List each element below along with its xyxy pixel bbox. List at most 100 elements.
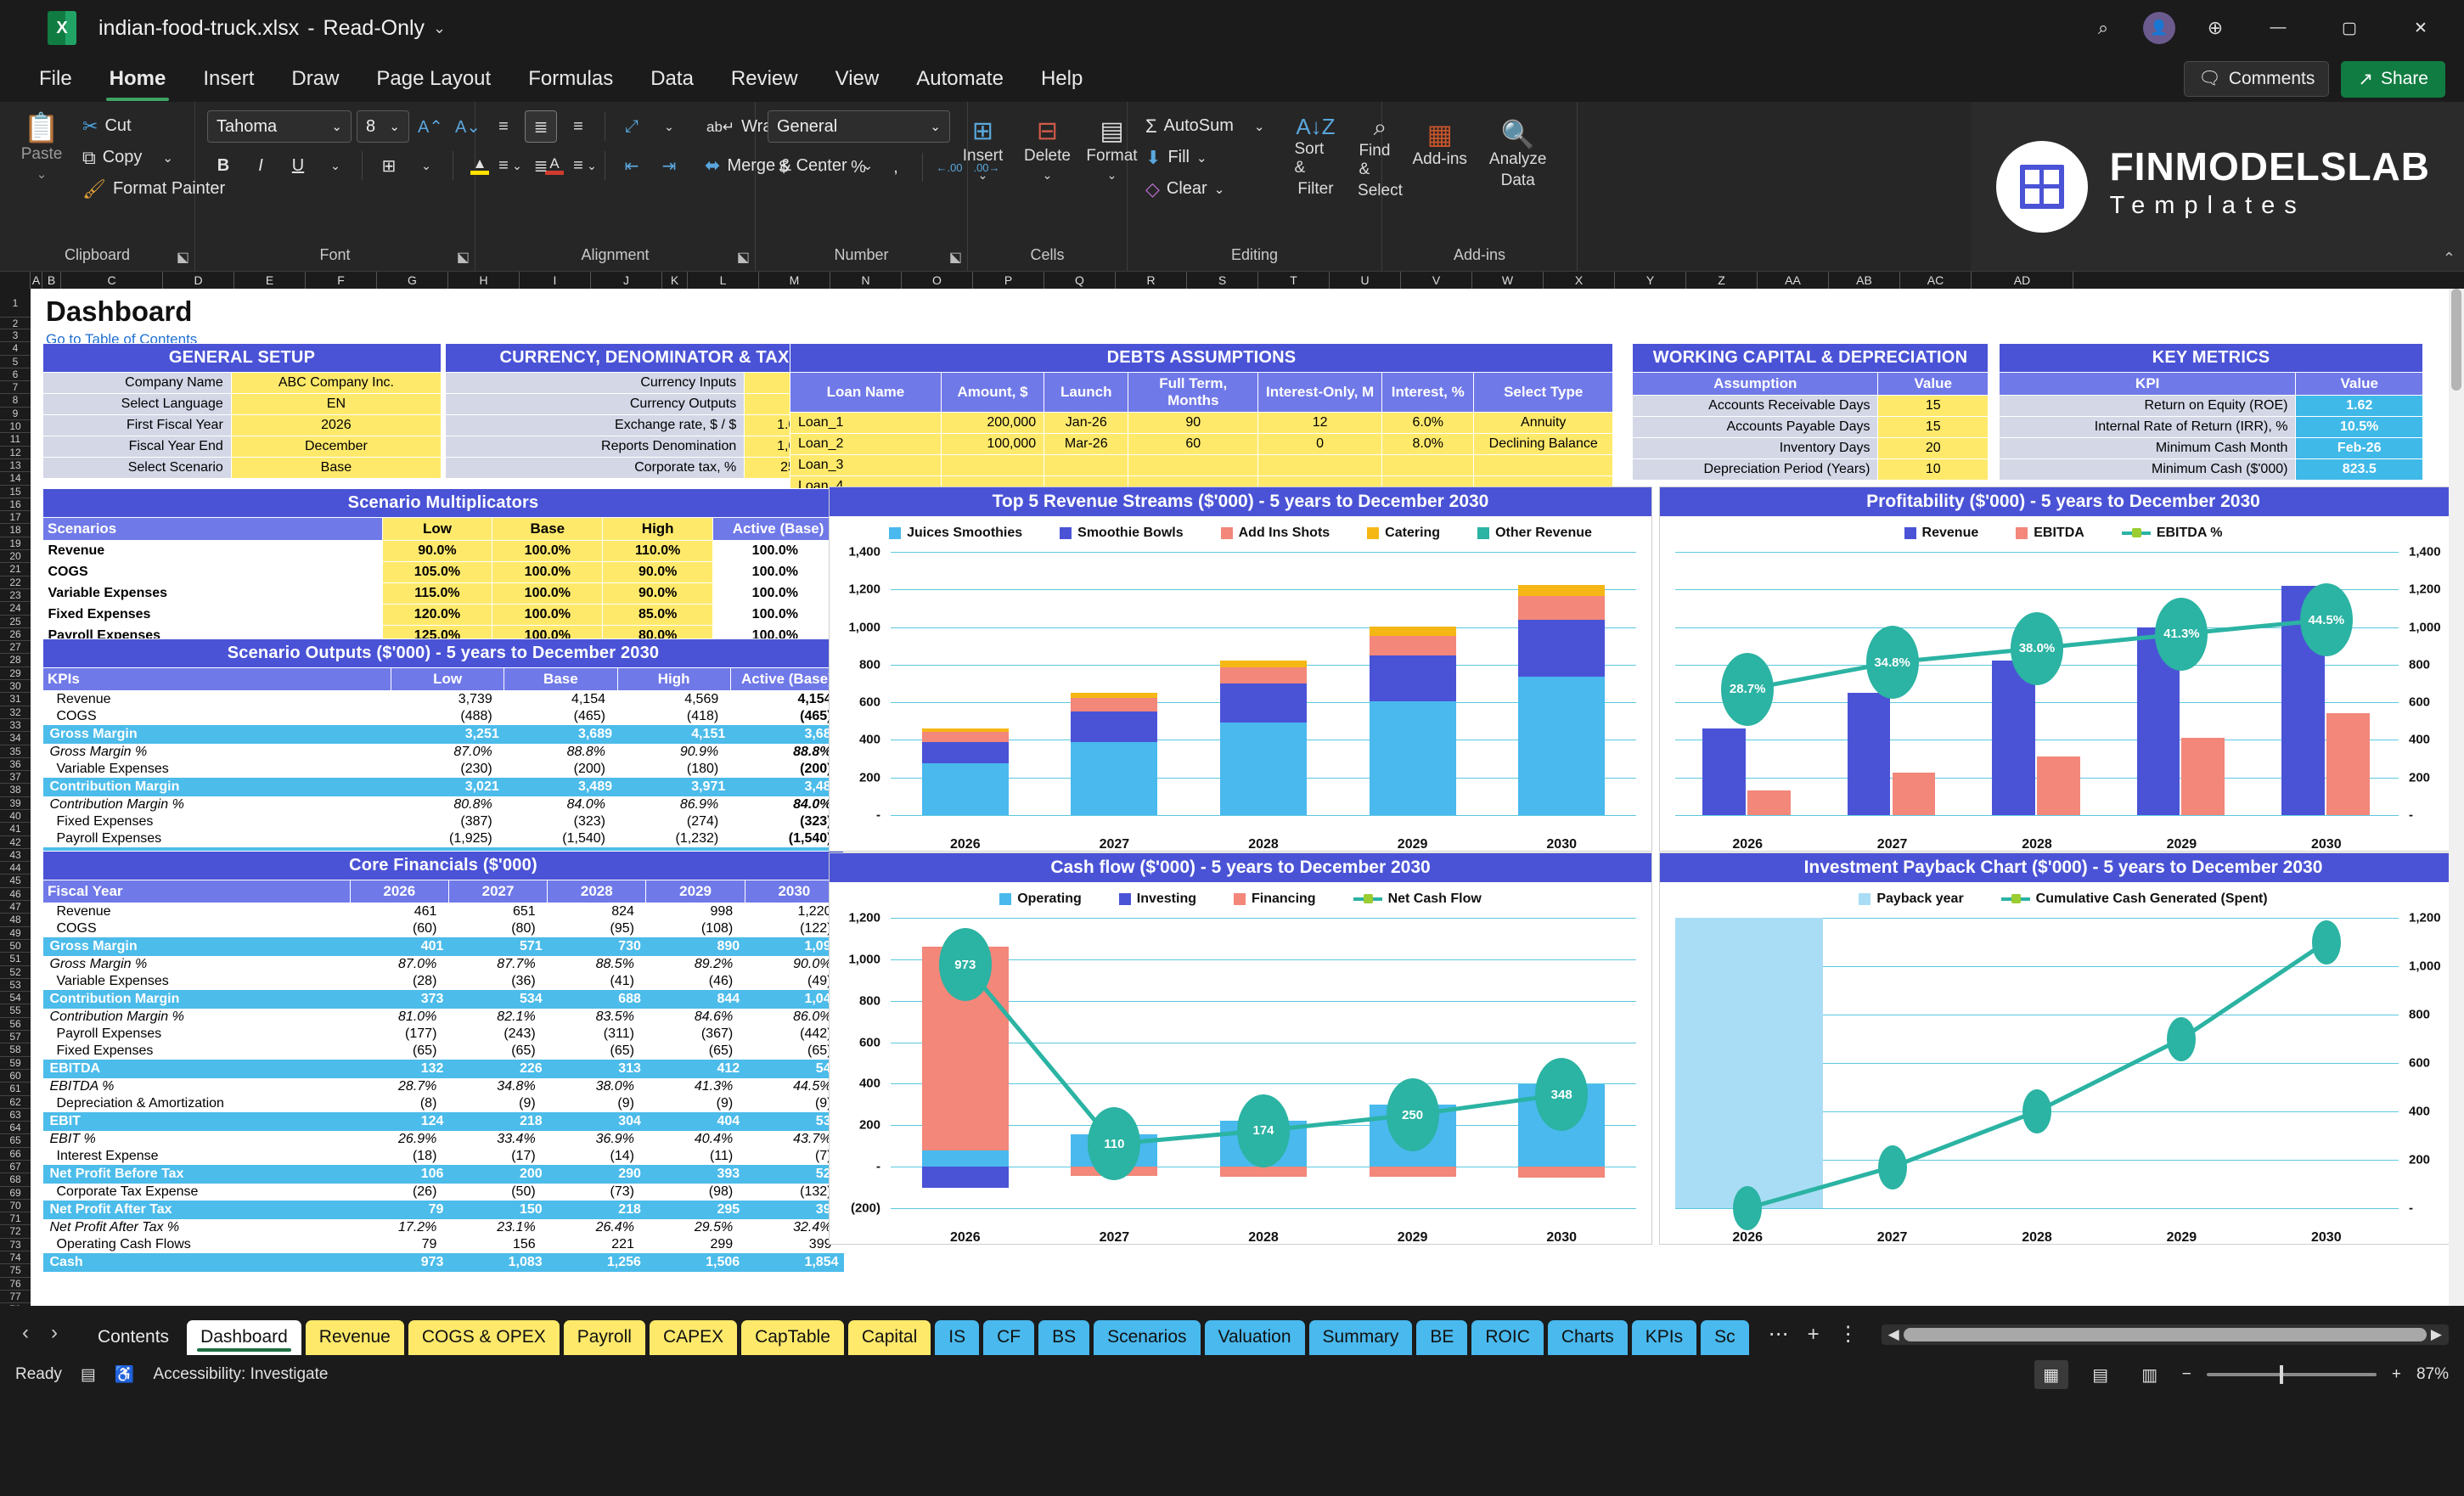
increase-indent-button[interactable]: ⇥ — [661, 156, 677, 176]
bold-button[interactable]: B — [217, 155, 230, 175]
tab-page-layout[interactable]: Page Layout — [376, 67, 492, 90]
general-setup-value[interactable]: 2026 — [230, 414, 442, 436]
row-header-2[interactable]: 2 — [0, 318, 31, 329]
tab-formulas[interactable]: Formulas — [528, 67, 614, 90]
general-setup-value[interactable]: EN — [230, 393, 442, 415]
borders-button[interactable]: ⊞ — [381, 156, 397, 176]
scenario-mult-cell[interactable]: 105.0% — [381, 561, 493, 583]
scenario-mult-cell[interactable]: 110.0% — [602, 540, 714, 562]
format-cells-button[interactable]: ▤ Format ⌄ — [1083, 115, 1142, 186]
view-normal-button[interactable]: ▦ — [2034, 1360, 2068, 1389]
chart-cash-flow[interactable]: Cash flow ($'000) - 5 years to December … — [829, 852, 1652, 1245]
accessibility-label[interactable]: Accessibility: Investigate — [153, 1365, 329, 1383]
row-header-74[interactable]: 74 — [0, 1251, 31, 1265]
general-setup-value[interactable]: Base — [230, 457, 442, 479]
currency-chevron-down-icon[interactable]: ⌄ — [816, 160, 826, 174]
row-header-28[interactable]: 28 — [0, 654, 31, 667]
row-header-72[interactable]: 72 — [0, 1225, 31, 1239]
row-header-61[interactable]: 61 — [0, 1083, 31, 1096]
row-header-44[interactable]: 44 — [0, 862, 31, 875]
column-header-L[interactable]: L — [688, 272, 759, 289]
scenario-mult-cell[interactable]: 120.0% — [381, 604, 493, 626]
debts-cell[interactable]: Loan_2 — [790, 433, 942, 455]
row-header-11[interactable]: 11 — [0, 433, 31, 447]
scenario-mult-cell[interactable]: 90.0% — [602, 561, 714, 583]
underline-button[interactable]: U — [291, 155, 305, 175]
key-metrics-value[interactable]: Feb-26 — [2295, 437, 2423, 459]
sheet-tab-is[interactable]: IS — [935, 1320, 980, 1355]
debts-cell[interactable]: 90 — [1128, 412, 1259, 434]
align-middle-button[interactable]: ≣ — [525, 110, 557, 143]
sheet-tab-dashboard[interactable]: Dashboard — [187, 1320, 301, 1355]
tab-insert[interactable]: Insert — [203, 67, 255, 90]
scenario-mult-cell[interactable]: 90.0% — [602, 582, 714, 605]
add-sheet-button[interactable]: + — [1807, 1322, 1820, 1346]
hscroll-right-arrow-icon[interactable]: ▶ — [2430, 1326, 2442, 1342]
tab-draw[interactable]: Draw — [291, 67, 340, 90]
view-page-break-button[interactable]: ▥ — [2141, 1365, 2158, 1385]
row-header-21[interactable]: 21 — [0, 563, 31, 576]
tab-home[interactable]: Home — [94, 60, 182, 101]
worksheet-canvas[interactable]: Dashboard Go to Table of Contents GENERA… — [31, 289, 2464, 1306]
fill-color-button[interactable]: ▲ — [464, 149, 496, 182]
row-header-37[interactable]: 37 — [0, 771, 31, 785]
align-bottom-button[interactable]: ≡ — [573, 116, 583, 136]
fill-chevron-down-icon[interactable]: ⌄ — [1195, 150, 1207, 166]
row-header-16[interactable]: 16 — [0, 498, 31, 512]
debts-cell[interactable]: 200,000 — [940, 412, 1045, 434]
row-header-57[interactable]: 57 — [0, 1031, 31, 1044]
row-header-1[interactable]: 1 — [0, 289, 31, 318]
row-header-60[interactable]: 60 — [0, 1070, 31, 1083]
column-header-P[interactable]: P — [973, 272, 1044, 289]
format-painter-button[interactable]: 🖌 Format Painter — [76, 175, 231, 203]
column-header-F[interactable]: F — [306, 272, 377, 289]
row-header-73[interactable]: 73 — [0, 1239, 31, 1252]
debts-cell[interactable]: Declining Balance — [1473, 433, 1613, 455]
row-header-51[interactable]: 51 — [0, 953, 31, 966]
row-header-43[interactable]: 43 — [0, 849, 31, 863]
row-header-76[interactable]: 76 — [0, 1278, 31, 1291]
zoom-out-button[interactable]: − — [2181, 1365, 2191, 1383]
scenario-mult-cell[interactable]: 90.0% — [381, 540, 493, 562]
paste-chevron-down-icon[interactable]: ⌄ — [36, 167, 48, 182]
font-name-input[interactable]: Tahoma ⌄ — [207, 110, 352, 143]
column-header-AA[interactable]: AA — [1758, 272, 1829, 289]
row-header-10[interactable]: 10 — [0, 420, 31, 434]
insert-chevron-down-icon[interactable]: ⌄ — [977, 168, 988, 182]
scenario-mult-cell[interactable]: 85.0% — [602, 604, 714, 626]
clear-button[interactable]: ◇ Clear ⌄ — [1139, 175, 1270, 203]
debts-cell[interactable] — [1128, 454, 1259, 476]
debts-cell[interactable]: Jan-26 — [1044, 412, 1129, 434]
autosum-chevron-down-icon[interactable]: ⌄ — [1253, 119, 1265, 134]
row-header-46[interactable]: 46 — [0, 888, 31, 902]
row-header-26[interactable]: 26 — [0, 628, 31, 642]
column-header-J[interactable]: J — [591, 272, 662, 289]
chart-investment-payback[interactable]: Investment Payback Chart ($'000) - 5 yea… — [1659, 852, 2464, 1245]
font-size-input[interactable]: 8 ⌄ — [357, 110, 409, 143]
number-dialog-launcher-icon[interactable]: ⬕ — [948, 250, 962, 265]
row-header-23[interactable]: 23 — [0, 589, 31, 603]
chart-revenue-streams[interactable]: Top 5 Revenue Streams ($'000) - 5 years … — [829, 486, 1652, 852]
align-left-button[interactable]: ≡ — [498, 155, 509, 175]
copy-button[interactable]: ⧉ Copy ⌄ — [76, 143, 231, 172]
row-header-65[interactable]: 65 — [0, 1134, 31, 1148]
borders-chevron-down-icon[interactable]: ⌄ — [421, 158, 431, 172]
column-header-AB[interactable]: AB — [1829, 272, 1900, 289]
row-header-24[interactable]: 24 — [0, 602, 31, 616]
zoom-slider[interactable] — [2206, 1365, 2377, 1384]
sheet-tab-cf[interactable]: CF — [983, 1320, 1035, 1355]
column-header-M[interactable]: M — [759, 272, 830, 289]
row-header-69[interactable]: 69 — [0, 1187, 31, 1200]
row-header-19[interactable]: 19 — [0, 537, 31, 551]
ribbon-collapse-chevron-icon[interactable]: ⌃ — [2442, 250, 2456, 267]
title-chevron-down-icon[interactable]: ⌄ — [433, 19, 447, 37]
sheet-tab-payroll[interactable]: Payroll — [563, 1320, 645, 1355]
row-header-35[interactable]: 35 — [0, 745, 31, 758]
font-color-button[interactable]: A — [538, 149, 571, 182]
fill-color-chevron-down-icon[interactable]: ⌄ — [512, 158, 522, 172]
align-top-button[interactable]: ≡ — [498, 116, 509, 136]
debts-cell[interactable]: 12 — [1257, 412, 1383, 434]
column-header-D[interactable]: D — [163, 272, 234, 289]
sheet-options-icon[interactable]: ⋮ — [1837, 1323, 1859, 1346]
column-header-C[interactable]: C — [61, 272, 163, 289]
